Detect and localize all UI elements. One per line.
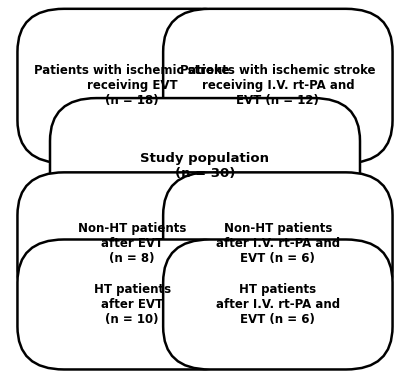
FancyBboxPatch shape (163, 173, 392, 314)
FancyBboxPatch shape (18, 240, 247, 370)
FancyBboxPatch shape (163, 240, 392, 370)
Text: Patients with ischemic stroke
receiving EVT
(n = 18): Patients with ischemic stroke receiving … (34, 65, 230, 108)
Text: HT patients
after EVT
(n = 10): HT patients after EVT (n = 10) (94, 283, 171, 326)
Text: Study population
(n = 30): Study population (n = 30) (140, 152, 270, 180)
FancyBboxPatch shape (18, 173, 247, 314)
Text: Patients with ischemic stroke
receiving I.V. rt-PA and
EVT (n = 12): Patients with ischemic stroke receiving … (180, 65, 376, 108)
Text: Non-HT patients
after EVT
(n = 8): Non-HT patients after EVT (n = 8) (78, 221, 186, 265)
FancyBboxPatch shape (163, 9, 392, 163)
FancyBboxPatch shape (18, 9, 247, 163)
Text: Non-HT patients
after I.V. rt-PA and
EVT (n = 6): Non-HT patients after I.V. rt-PA and EVT… (216, 221, 340, 265)
FancyBboxPatch shape (50, 98, 360, 234)
Text: HT patients
after I.V. rt-PA and
EVT (n = 6): HT patients after I.V. rt-PA and EVT (n … (216, 283, 340, 326)
